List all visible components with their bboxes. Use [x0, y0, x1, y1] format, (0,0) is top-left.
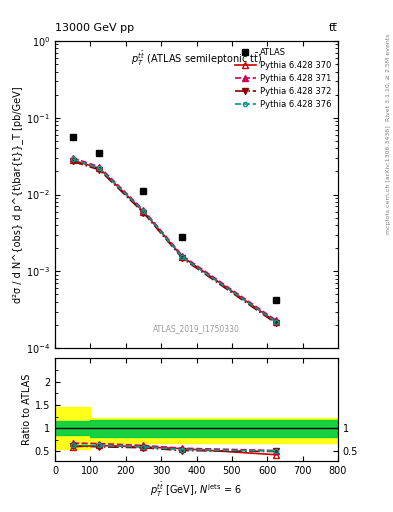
- Pythia 6.428 371: [274, 317, 279, 324]
- Pythia 6.428 370: [274, 319, 279, 325]
- Pythia 6.428 370: [180, 253, 185, 260]
- Pythia 6.428 372: [97, 167, 102, 173]
- Y-axis label: Ratio to ATLAS: Ratio to ATLAS: [22, 374, 32, 445]
- Pythia 6.428 371: [97, 164, 102, 170]
- ATLAS: [141, 188, 146, 195]
- Pythia 6.428 372: [141, 209, 146, 216]
- Text: 13000 GeV pp: 13000 GeV pp: [55, 23, 134, 33]
- Text: ATLAS_2019_I1750330: ATLAS_2019_I1750330: [153, 324, 240, 333]
- ATLAS: [97, 150, 102, 156]
- Pythia 6.428 372: [180, 255, 185, 261]
- Pythia 6.428 370: [141, 208, 146, 215]
- Pythia 6.428 376: [180, 254, 185, 260]
- ATLAS: [180, 234, 185, 240]
- ATLAS: [274, 297, 279, 304]
- Pythia 6.428 370: [70, 157, 75, 163]
- Pythia 6.428 372: [70, 158, 75, 164]
- Text: $p_T^{t\bar{t}}$ (ATLAS semileptonic t$\bar{\rm t}$): $p_T^{t\bar{t}}$ (ATLAS semileptonic t$\…: [131, 50, 262, 69]
- Pythia 6.428 376: [274, 319, 279, 325]
- Pythia 6.428 370: [97, 165, 102, 172]
- Legend: ATLAS, Pythia 6.428 370, Pythia 6.428 371, Pythia 6.428 372, Pythia 6.428 376: ATLAS, Pythia 6.428 370, Pythia 6.428 37…: [232, 45, 334, 112]
- Pythia 6.428 371: [141, 207, 146, 213]
- ATLAS: [70, 134, 75, 140]
- Y-axis label: d²σ / d N^{obs} d p^{t\bar{t}}_T [pb/GeV]: d²σ / d N^{obs} d p^{t\bar{t}}_T [pb/GeV…: [12, 86, 23, 303]
- X-axis label: $p^{t\bar{t}}_T$ [GeV], $N^{\rm jets}$ = 6: $p^{t\bar{t}}_T$ [GeV], $N^{\rm jets}$ =…: [151, 481, 242, 499]
- Text: tt̅: tt̅: [329, 23, 338, 33]
- Line: ATLAS: ATLAS: [69, 133, 279, 304]
- Pythia 6.428 371: [70, 155, 75, 161]
- Pythia 6.428 376: [97, 165, 102, 172]
- Line: Pythia 6.428 372: Pythia 6.428 372: [70, 159, 279, 326]
- Pythia 6.428 371: [180, 252, 185, 259]
- Line: Pythia 6.428 370: Pythia 6.428 370: [70, 158, 279, 325]
- Pythia 6.428 376: [141, 208, 146, 214]
- Line: Pythia 6.428 371: Pythia 6.428 371: [70, 155, 279, 323]
- Pythia 6.428 376: [70, 156, 75, 162]
- Pythia 6.428 372: [274, 321, 279, 327]
- Line: Pythia 6.428 376: Pythia 6.428 376: [71, 157, 278, 324]
- Text: Rivet 3.1.10, ≥ 2.5M events: Rivet 3.1.10, ≥ 2.5M events: [386, 33, 391, 120]
- Text: mcplots.cern.ch [arXiv:1306.3436]: mcplots.cern.ch [arXiv:1306.3436]: [386, 125, 391, 233]
